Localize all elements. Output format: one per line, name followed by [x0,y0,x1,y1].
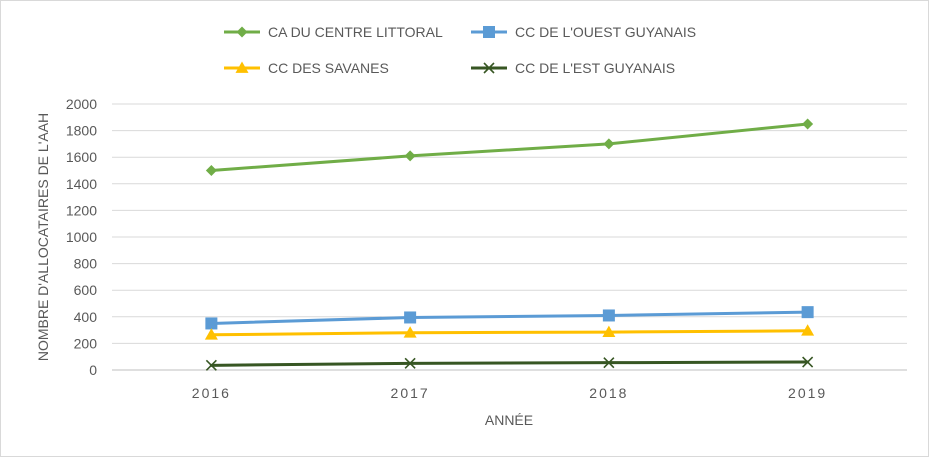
series-line [209,360,810,367]
data-point [801,324,815,336]
y-tick-label: 200 [74,335,98,351]
y-tick-label: 400 [74,309,98,325]
legend-item: CC DE L'EST GUYANAIS [471,60,675,76]
data-point [205,359,217,371]
legend-marker [235,61,249,73]
marker-stroke [483,62,495,74]
data-point [802,118,814,130]
series-3 [205,356,814,371]
data-point [403,326,417,338]
series-1 [205,306,814,330]
legend: CA DU CENTRE LITTORAL CC DE L'OUEST GUYAN… [224,24,696,76]
data-point [602,325,616,337]
data-point [404,150,416,162]
data-point [205,317,218,330]
y-tick-label: 2000 [66,96,97,112]
y-tick-labels: 0 200 400 600 800 1000 1200 1400 1600 1800 2000 [66,96,97,378]
series-0 [205,118,814,176]
legend-label: CA DU CENTRE LITTORAL [268,24,443,40]
data-point [603,357,615,369]
legend-marker [236,26,248,38]
legend-label: CC DE L'EST GUYANAIS [515,60,675,76]
marker-stroke [802,356,814,368]
y-axis-title: NOMBRE D'ALLOCATAIRES DE L'AAH [35,113,51,361]
data-point [404,311,417,324]
x-tick-label: 2019 [788,385,827,401]
y-tick-label: 1600 [66,149,97,165]
marker-stroke [205,359,217,371]
data-point [802,356,814,368]
x-tick-label: 2018 [589,385,628,401]
y-tick-label: 0 [89,362,97,378]
data-point [801,306,814,319]
data-point [205,165,217,176]
series-line [209,122,810,172]
legend-label: CC DES SAVANES [268,60,389,76]
x-tick-labels: 2016 2017 2018 2019 [192,385,827,401]
legend-marker [483,62,495,74]
y-tick-label: 600 [74,282,98,298]
series-lines [204,118,815,371]
data-point [603,138,615,150]
series-2 [204,324,815,340]
y-tick-label: 1800 [66,123,97,139]
data-point [602,309,615,322]
x-tick-label: 2017 [391,385,430,401]
x-tick-label: 2016 [192,385,231,401]
x-axis-title: ANNÉE [485,412,533,428]
y-tick-label: 1200 [66,202,97,218]
marker-stroke [404,357,416,369]
series-line [209,310,810,325]
legend-item: CC DE L'OUEST GUYANAIS [471,24,696,40]
data-point [404,357,416,369]
legend-item: CA DU CENTRE LITTORAL [224,24,443,40]
legend-marker [483,26,495,38]
legend-label: CC DE L'OUEST GUYANAIS [515,24,696,40]
legend-item: CC DES SAVANES [224,60,389,76]
series-line [209,329,810,337]
data-point [204,328,218,340]
marker-stroke [603,357,615,369]
y-tick-label: 800 [74,256,98,272]
gridlines [112,103,907,371]
y-tick-label: 1400 [66,176,97,192]
y-tick-label: 1000 [66,229,97,245]
